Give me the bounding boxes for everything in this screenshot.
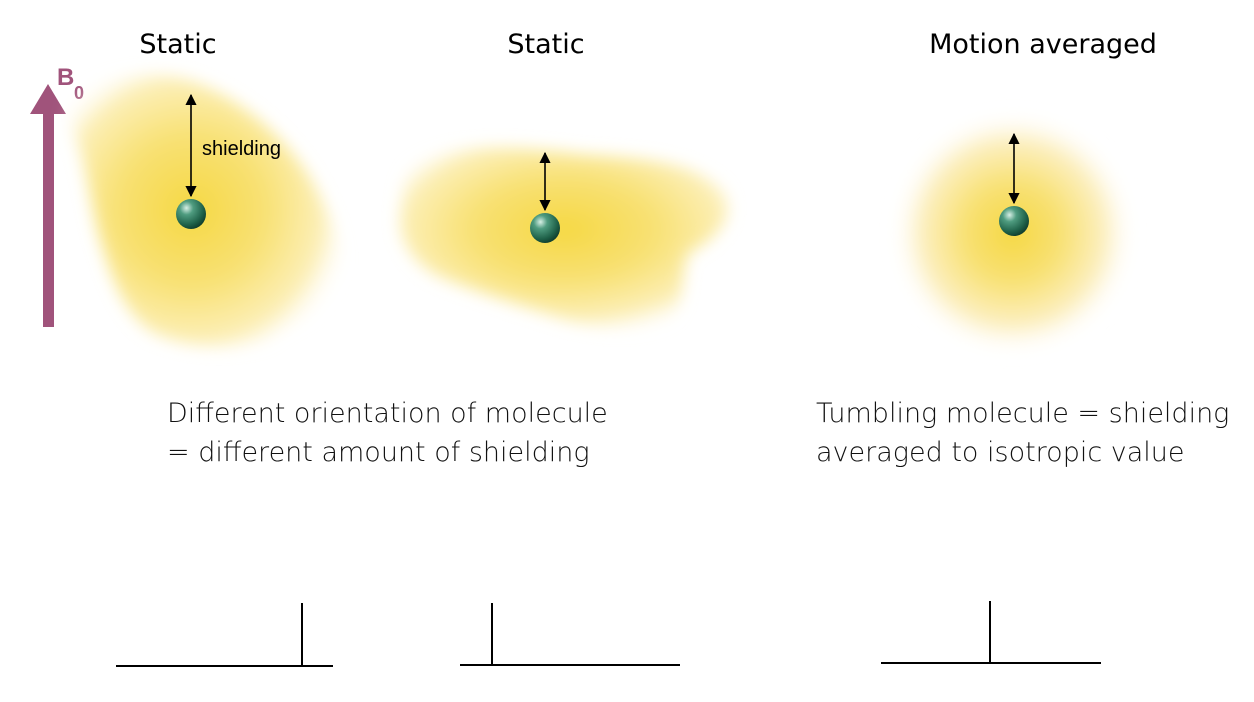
nucleus-2 xyxy=(530,213,560,243)
b0-arrow-shaft xyxy=(43,108,54,327)
b0-subscript: 0 xyxy=(74,83,84,103)
nucleus-3 xyxy=(999,206,1029,236)
nucleus-1 xyxy=(176,199,206,229)
spectrum-1 xyxy=(116,603,333,667)
static-caption-line2: = different amount of shielding xyxy=(167,437,590,468)
panel2-title: Static xyxy=(507,29,584,60)
averaged-caption-line2: averaged to isotropic value xyxy=(816,437,1185,468)
spectrum-2 xyxy=(460,603,680,666)
panel1-title: Static xyxy=(139,29,216,60)
averaged-caption-line1: Tumbling molecule = shielding xyxy=(816,398,1229,429)
b0-field-arrow: B 0 xyxy=(30,64,84,327)
b0-label: B xyxy=(57,64,74,91)
shielding-label: shielding xyxy=(202,138,281,160)
electron-cloud-2 xyxy=(399,147,729,330)
spectrum-3 xyxy=(881,601,1101,664)
static-caption-line1: Different orientation of molecule xyxy=(167,398,608,429)
panel3-title: Motion averaged xyxy=(929,29,1157,60)
b0-arrow-head xyxy=(30,84,66,114)
